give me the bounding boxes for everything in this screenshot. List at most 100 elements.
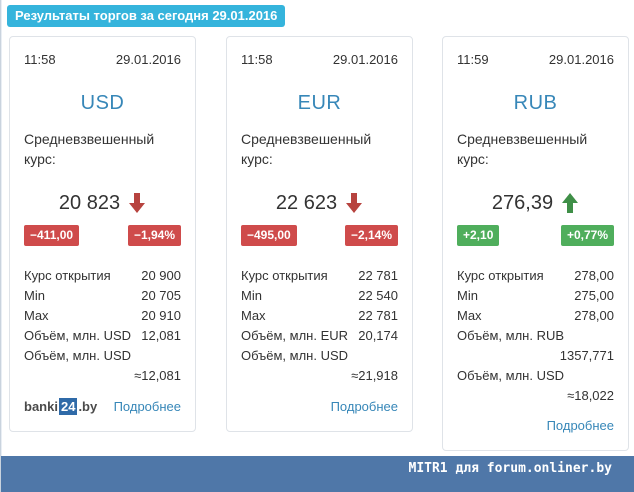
stat-volume-currency: Объём, млн. RUB <box>457 326 614 346</box>
card-header: 11:58 29.01.2016 <box>24 52 181 68</box>
stats-list: Курс открытия 278,00 Min 275,00 Max 278,… <box>457 266 614 406</box>
stat-label: Min <box>457 288 478 303</box>
logo-prefix: banki <box>24 398 58 414</box>
weighted-rate: 20 823 <box>58 191 121 214</box>
card-time: 11:59 <box>457 52 489 67</box>
change-abs-badge: −495,00 <box>241 225 297 246</box>
stat-volume-usd: Объём, млн. USD <box>24 346 181 366</box>
stat-volume-usd-value-row: ≈21,918 <box>241 366 398 386</box>
stat-value: 20 900 <box>141 268 181 283</box>
more-link[interactable]: Подробнее <box>546 417 614 433</box>
stat-min: Min 22 540 <box>241 286 398 306</box>
card-date: 29.01.2016 <box>332 52 398 67</box>
rate-block: 276,39 <box>457 190 614 216</box>
stat-label: Max <box>457 308 482 323</box>
card-header: 11:58 29.01.2016 <box>241 52 398 68</box>
stat-volume-usd: Объём, млн. USD <box>241 346 398 366</box>
card-footer: Подробнее <box>241 396 398 416</box>
stat-label: Объём, млн. USD <box>457 368 565 383</box>
content-area: Результаты торгов за сегодня 29.01.2016 … <box>2 0 634 456</box>
stat-label: Курс открытия <box>457 268 544 283</box>
stat-value: 22 781 <box>358 268 398 283</box>
currency-card-rub: 11:59 29.01.2016 RUB Средневзвешенный ку… <box>442 36 629 451</box>
stat-label: Курс открытия <box>24 268 111 283</box>
stats-list: Курс открытия 20 900 Min 20 705 Max 20 9… <box>24 266 181 386</box>
stat-value: 278,00 <box>574 268 614 283</box>
stat-value: 22 540 <box>358 288 398 303</box>
change-badges: −495,00 −2,14% <box>241 225 398 246</box>
banki24-logo[interactable]: banki 24 .by <box>24 397 98 415</box>
card-date: 29.01.2016 <box>115 52 181 67</box>
stat-label: Max <box>24 308 49 323</box>
stat-open: Курс открытия 278,00 <box>457 266 614 286</box>
change-pct-badge: −2,14% <box>344 225 398 246</box>
stat-label: Объём, млн. RUB <box>457 328 565 343</box>
arrow-up-icon <box>562 193 579 213</box>
stat-open: Курс открытия 20 900 <box>24 266 181 286</box>
stat-value: 278,00 <box>574 308 614 323</box>
stat-label: Курс открытия <box>241 268 328 283</box>
stat-value: ≈12,081 <box>134 368 181 383</box>
rate-label: Средневзвешенный курс: <box>457 131 588 167</box>
stat-label: Объём, млн. USD <box>24 348 132 363</box>
card-header: 11:59 29.01.2016 <box>457 52 614 68</box>
stat-max: Max 22 781 <box>241 306 398 326</box>
stat-max: Max 278,00 <box>457 306 614 326</box>
stat-volume-usd-value-row: ≈18,022 <box>457 386 614 406</box>
currency-code: RUB <box>513 92 558 114</box>
weighted-rate: 22 623 <box>275 191 338 214</box>
stat-value: 22 781 <box>358 308 398 323</box>
stat-volume-usd: Объём, млн. USD <box>457 366 614 386</box>
stat-label: Объём, млн. EUR <box>241 328 349 343</box>
stat-label: Min <box>24 288 45 303</box>
arrow-down-icon <box>129 193 146 213</box>
change-pct-badge: +0,77% <box>560 225 614 246</box>
change-abs-badge: +2,10 <box>457 225 500 246</box>
more-link[interactable]: Подробнее <box>113 398 181 414</box>
rate-block: 22 623 <box>241 190 398 216</box>
currency-card-usd: 11:58 29.01.2016 USD Средневзвешенный ку… <box>9 36 196 432</box>
stat-max: Max 20 910 <box>24 306 181 326</box>
card-footer: Подробнее <box>457 415 614 435</box>
stat-value: 20 910 <box>141 308 181 323</box>
change-badges: +2,10 +0,77% <box>457 225 614 246</box>
stat-value: ≈18,022 <box>567 388 614 403</box>
currency-code: EUR <box>297 92 342 114</box>
stat-label: Объём, млн. USD <box>24 328 132 343</box>
stat-value: 20,174 <box>358 328 398 343</box>
more-link[interactable]: Подробнее <box>330 398 398 414</box>
stat-label: Max <box>241 308 266 323</box>
stat-value: 12,081 <box>141 328 181 343</box>
stat-label: Min <box>241 288 262 303</box>
logo-suffix: .by <box>78 398 98 414</box>
stat-volume-currency: Объём, млн. EUR 20,174 <box>241 326 398 346</box>
stat-volume-currency: Объём, млн. USD 12,081 <box>24 326 181 346</box>
card-date: 29.01.2016 <box>548 52 614 67</box>
change-abs-badge: −411,00 <box>24 225 80 246</box>
currency-card-eur: 11:58 29.01.2016 EUR Средневзвешенный ку… <box>226 36 413 432</box>
stat-value: ≈21,918 <box>351 368 398 383</box>
currency-code: USD <box>80 92 125 114</box>
logo-box: 24 <box>58 397 78 415</box>
page-title: Результаты торгов за сегодня 29.01.2016 <box>7 5 286 27</box>
rate-block: 20 823 <box>24 190 181 216</box>
rate-label: Средневзвешенный курс: <box>241 131 372 167</box>
change-badges: −411,00 −1,94% <box>24 225 181 246</box>
watermark: MITR1 для forum.onliner.by <box>408 461 613 476</box>
card-footer: banki 24 .by Подробнее <box>24 396 181 416</box>
stat-volume-currency-value-row: 1357,771 <box>457 346 614 366</box>
stat-value: 20 705 <box>141 288 181 303</box>
stats-list: Курс открытия 22 781 Min 22 540 Max 22 7… <box>241 266 398 386</box>
card-time: 11:58 <box>241 52 273 67</box>
change-pct-badge: −1,94% <box>127 225 181 246</box>
stat-volume-usd-value-row: ≈12,081 <box>24 366 181 386</box>
stat-value: 275,00 <box>574 288 614 303</box>
weighted-rate: 276,39 <box>491 191 554 214</box>
stat-min: Min 20 705 <box>24 286 181 306</box>
stat-value: 1357,771 <box>559 348 614 363</box>
arrow-down-icon <box>346 193 363 213</box>
card-time: 11:58 <box>24 52 56 67</box>
stat-min: Min 275,00 <box>457 286 614 306</box>
bottom-bar <box>1 456 634 492</box>
